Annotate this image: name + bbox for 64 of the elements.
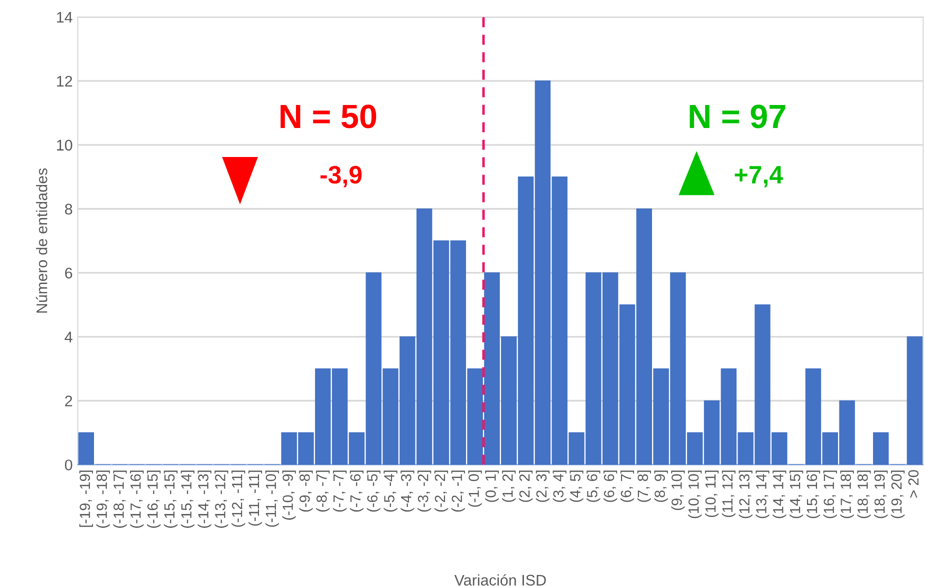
x-tick-label: (-7, -7] bbox=[332, 470, 347, 512]
x-tick-label: (-12, -11] bbox=[232, 470, 246, 527]
y-tick-label: 12 bbox=[57, 76, 72, 86]
x-tick-label: (5, 6] bbox=[586, 470, 600, 502]
x-tick-label: [-19, -19] bbox=[79, 470, 93, 527]
y-axis-title: Número de entidades bbox=[36, 168, 48, 313]
x-tick-label: (-15, -14] bbox=[180, 470, 194, 528]
x-tick-label: (12, 13] bbox=[738, 470, 752, 518]
x-tick-label: (-11, -10] bbox=[265, 470, 279, 527]
x-axis-title: Variación ISD bbox=[454, 574, 546, 586]
x-tick-label: (6, 6] bbox=[604, 470, 618, 502]
x-tick-label: (10, 11] bbox=[704, 470, 719, 518]
x-tick-label: (-14, -13] bbox=[198, 470, 212, 528]
x-tick-label: (2, 3] bbox=[536, 470, 550, 502]
y-tick-label: 8 bbox=[65, 204, 72, 215]
x-tick-label: (-16, -15] bbox=[146, 470, 161, 528]
y-tick-label: 10 bbox=[57, 140, 72, 151]
x-tick-label: (0, 1] bbox=[485, 470, 499, 502]
x-tick-label: (2, 2] bbox=[518, 470, 533, 502]
x-tick-label: (-9, -8] bbox=[299, 470, 313, 512]
y-tick-label: 6 bbox=[65, 268, 72, 279]
x-tick-label: (-13, -12] bbox=[214, 470, 228, 528]
annotation: -3,9 bbox=[320, 166, 362, 188]
x-tick-label: (10, 10] bbox=[688, 470, 702, 518]
x-tick-label: (19, 20] bbox=[890, 470, 905, 518]
y-tick-label: 2 bbox=[65, 396, 72, 406]
annotation: N = 50 bbox=[280, 104, 376, 128]
x-tick-label: (6, 7] bbox=[620, 470, 634, 502]
x-tick-label: (3, 4] bbox=[552, 470, 566, 502]
x-tick-label: (9, 10] bbox=[671, 470, 685, 510]
x-tick-label: (-15, -15] bbox=[164, 470, 178, 528]
x-tick-label: (8, 9] bbox=[654, 470, 668, 502]
x-tick-label: (-18, -17] bbox=[113, 470, 127, 528]
x-tick-label: (7, 8] bbox=[637, 470, 651, 502]
x-tick-label: (18, 18] bbox=[857, 470, 871, 518]
x-tick-label: (17, 18] bbox=[840, 470, 854, 518]
y-tick-label: 0 bbox=[64, 460, 72, 470]
y-tick-label: 14 bbox=[57, 12, 72, 23]
x-tick-label: (-6, -5] bbox=[366, 470, 380, 512]
x-tick-label: (-2, -2] bbox=[434, 470, 448, 512]
x-tick-label: (18, 19] bbox=[874, 470, 888, 518]
x-tick-label: (14, 15] bbox=[790, 470, 804, 518]
x-tick-label: > 20 bbox=[908, 470, 919, 498]
x-tick-label: (-17, -16] bbox=[130, 470, 144, 528]
annotation: +7,4 bbox=[734, 166, 783, 188]
x-tick-label: (-10, -9] bbox=[282, 470, 296, 520]
annotation: N = 97 bbox=[690, 104, 786, 128]
x-tick-label: (-3, -2] bbox=[418, 470, 432, 512]
x-tick-label: (-1, 0] bbox=[468, 470, 482, 507]
y-tick-label: 4 bbox=[64, 332, 72, 342]
x-tick-label: (4, 5] bbox=[570, 470, 584, 502]
x-tick-label: (-11, -11] bbox=[248, 470, 262, 526]
x-tick-label: (-5, -4] bbox=[384, 470, 398, 512]
x-tick-label: (13, 14] bbox=[756, 470, 770, 518]
x-tick-label: (-2, -1] bbox=[451, 470, 465, 512]
x-tick-label: (15, 16] bbox=[806, 470, 820, 518]
x-tick-label: (-4, -3] bbox=[400, 470, 414, 512]
x-tick-label: (-19, -18] bbox=[96, 470, 110, 528]
x-tick-label: (16, 17] bbox=[823, 470, 837, 518]
x-tick-label: (-8, -7] bbox=[316, 470, 330, 512]
x-tick-label: (14, 14] bbox=[772, 470, 786, 518]
x-tick-label: (1, 2] bbox=[502, 470, 516, 502]
x-tick-label: (-7, -6] bbox=[350, 470, 364, 512]
x-tick-label: (11, 12] bbox=[722, 470, 736, 518]
